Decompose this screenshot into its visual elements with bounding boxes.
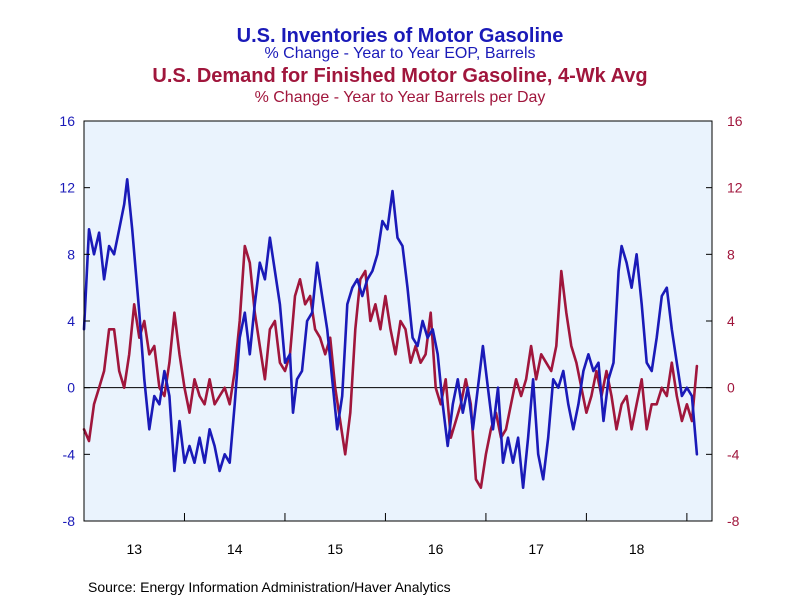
y-left-tick-label: 12 xyxy=(59,180,75,196)
series-line-demand xyxy=(82,244,699,489)
y-right-tick-label: -8 xyxy=(727,513,740,529)
y-left-tick-label: -4 xyxy=(63,446,76,462)
y-left-tick-label: 4 xyxy=(67,313,75,329)
y-right-tick-label: 0 xyxy=(727,380,735,396)
x-tick-label: 15 xyxy=(327,541,343,557)
chart-title-demand: U.S. Demand for Finished Motor Gasoline,… xyxy=(152,65,647,87)
source-note: Source: Energy Information Administratio… xyxy=(88,579,451,595)
x-tick-marks xyxy=(183,513,688,521)
x-tick-label: 16 xyxy=(428,541,444,557)
y-axis-left: 16 12 8 4 0 -4 -8 xyxy=(59,113,90,529)
x-tick-label: 14 xyxy=(227,541,243,557)
x-tick-label: 13 xyxy=(126,541,142,557)
series-layer xyxy=(82,178,699,489)
chart-subtitle-inventories: % Change - Year to Year EOP, Barrels xyxy=(265,45,536,62)
x-axis-labels: 13 14 15 16 17 18 xyxy=(126,541,644,557)
y-left-tick-label: 0 xyxy=(67,380,75,396)
y-left-tick-label: 16 xyxy=(59,113,75,129)
x-tick-label: 18 xyxy=(629,541,645,557)
y-right-tick-label: 4 xyxy=(727,313,735,329)
y-right-tick-label: -4 xyxy=(727,446,740,462)
plot-area xyxy=(84,121,712,521)
y-left-tick-label: -8 xyxy=(63,513,76,529)
y-right-tick-label: 8 xyxy=(727,246,735,262)
y-axis-right: 16 12 8 4 0 -4 -8 xyxy=(706,113,743,529)
chart-title-inventories: U.S. Inventories of Motor Gasoline xyxy=(237,25,564,47)
y-right-tick-label: 16 xyxy=(727,113,743,129)
y-left-tick-label: 8 xyxy=(67,246,75,262)
chart-subtitle-demand: % Change - Year to Year Barrels per Day xyxy=(255,89,546,106)
x-tick-label: 17 xyxy=(528,541,544,557)
series-line-inventories xyxy=(82,178,699,489)
y-right-tick-label: 12 xyxy=(727,180,743,196)
